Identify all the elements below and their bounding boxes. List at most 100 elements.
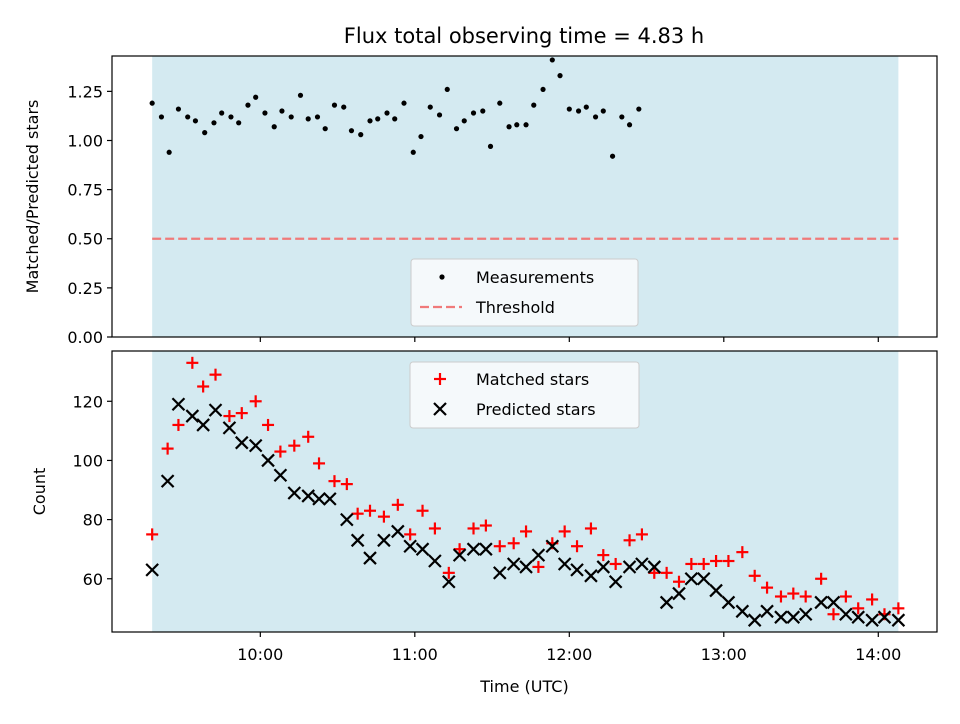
- predicted-star-point: [721, 595, 736, 610]
- predicted-star-stroke-b: [774, 610, 788, 624]
- matched-star-point: [648, 566, 661, 579]
- matched-star-point: [748, 569, 761, 582]
- matched-star-point: [453, 543, 466, 556]
- measurement-point: [253, 94, 259, 100]
- measurement-point: [444, 86, 450, 93]
- predicted-star-stroke-b: [786, 610, 801, 624]
- predicted-star-stroke-b: [570, 563, 584, 577]
- predicted-star-point: [891, 613, 906, 627]
- measurement-point: [583, 104, 589, 110]
- predicted-star-stroke-b: [196, 418, 210, 432]
- measurement-point: [288, 114, 294, 120]
- measurement-point: [305, 116, 311, 122]
- measurement-point: [470, 110, 477, 116]
- predicted-star-stroke-b: [452, 548, 467, 562]
- predicted-star-point: [273, 468, 288, 483]
- measurement-point: [427, 104, 433, 110]
- predicted-star-point: [747, 613, 762, 627]
- measurement-point: [149, 100, 155, 106]
- predicted-star-stroke-b: [208, 403, 223, 417]
- predicted-star-stroke-b: [596, 560, 611, 574]
- measurement-point: [375, 116, 381, 122]
- predicted-star-stroke-b: [171, 397, 186, 412]
- predicted-star-point: [709, 583, 723, 598]
- measurement-point: [480, 108, 486, 114]
- measurement-point: [575, 108, 582, 114]
- matched-star-point: [660, 566, 673, 579]
- measurement-point: [314, 114, 321, 120]
- matched-star-point: [520, 525, 533, 538]
- top-y-axis-label: Matched/Predicted stars: [23, 100, 42, 294]
- matched-star-point: [186, 356, 199, 369]
- measurement-point: [166, 149, 172, 155]
- matched-star-point: [722, 555, 735, 568]
- matched-star-point: [507, 537, 520, 550]
- legend-matched-label: Matched stars: [476, 370, 589, 389]
- predicted-star-point: [839, 607, 853, 622]
- matched-star-point: [288, 439, 301, 452]
- matched-star-point: [827, 608, 840, 621]
- predicted-star-stroke-b: [493, 566, 507, 580]
- measurement-point: [418, 133, 424, 140]
- legend-threshold-label: Threshold: [475, 298, 555, 317]
- predicted-star-stroke-b: [877, 610, 892, 624]
- top-panel: 0.00 0.25 0.50 0.75 1.00 1.25 Matched/Predict…: [23, 55, 938, 347]
- predicted-star-stroke-b: [826, 595, 841, 610]
- bottom-panel: 60 80 100 120 10:00 11:00 12:00 13:00 14:00 Cou…: [30, 350, 938, 696]
- bottom-x-tick-label: 13:00: [701, 645, 747, 664]
- predicted-star-stroke-b: [545, 539, 560, 553]
- measurement-point: [175, 106, 182, 112]
- matched-star-point: [852, 602, 865, 615]
- predicted-star-stroke-b: [391, 524, 405, 539]
- matched-star-point: [761, 581, 774, 594]
- matched-star-point: [235, 407, 248, 420]
- predicted-star-stroke-b: [814, 595, 828, 610]
- measurement-point: [609, 153, 616, 159]
- legend-matched-marker: [434, 373, 446, 385]
- predicted-star-point: [312, 492, 326, 506]
- measurement-point: [245, 102, 251, 108]
- predicted-star-point: [248, 438, 263, 453]
- predicted-star-point: [659, 595, 674, 610]
- predicted-star-stroke-b: [635, 557, 649, 571]
- measurement-point: [453, 126, 460, 132]
- predicted-star-point: [171, 397, 186, 412]
- measurement-point: [436, 112, 443, 118]
- measurement-point: [619, 114, 625, 120]
- matched-star-point: [710, 555, 723, 568]
- matched-stars-points: [146, 356, 905, 621]
- legend-predicted-marker: [433, 402, 447, 416]
- measurement-point: [636, 106, 642, 112]
- predicted-star-stroke-b: [160, 474, 175, 488]
- matched-star-point: [532, 560, 545, 573]
- predicted-star-point: [391, 524, 405, 539]
- matched-star-point: [839, 590, 852, 603]
- matched-star-point: [404, 528, 417, 541]
- predicted-star-point: [415, 542, 430, 556]
- predicted-star-point: [826, 595, 841, 610]
- matched-star-point: [787, 587, 800, 600]
- top-y-tick-label: 0.75: [67, 181, 103, 200]
- top-x-ticks: [259, 337, 879, 342]
- predicted-star-point: [222, 421, 237, 435]
- top-y-tick-label: 0.50: [67, 230, 103, 249]
- matched-star-point: [161, 442, 174, 455]
- matched-star-point: [609, 557, 622, 570]
- measurement-point: [600, 108, 606, 114]
- matched-star-point: [249, 395, 262, 408]
- predicted-star-stroke-b: [684, 571, 699, 586]
- predicted-star-point: [506, 557, 521, 571]
- top-y-tick-label: 0.00: [67, 328, 103, 347]
- matched-star-point: [571, 540, 584, 553]
- predicted-star-stroke-b: [377, 533, 391, 548]
- measurement-point: [228, 114, 234, 120]
- top-panel-frame: [111, 55, 938, 338]
- bottom-x-tick-label: 11:00: [392, 645, 438, 664]
- top-y-tick-label: 0.25: [67, 279, 103, 298]
- measurement-point: [392, 116, 398, 122]
- bottom-x-tick-label: 10:00: [237, 645, 283, 664]
- predicted-star-stroke-b: [185, 409, 200, 423]
- legend-measurements-label: Measurements: [476, 268, 594, 287]
- predicted-star-stroke-b: [891, 613, 906, 627]
- matched-star-point: [328, 475, 341, 488]
